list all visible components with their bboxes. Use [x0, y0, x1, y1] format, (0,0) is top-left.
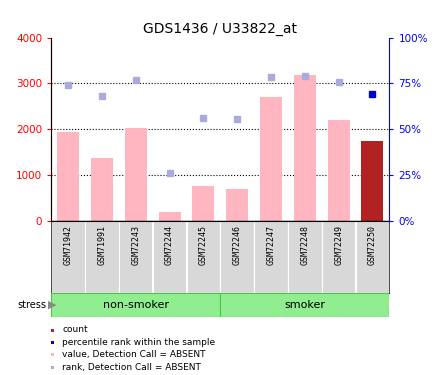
Text: GSM72249: GSM72249: [334, 225, 343, 265]
Bar: [288, 221, 322, 292]
Bar: [328, 120, 350, 221]
Text: percentile rank within the sample: percentile rank within the sample: [62, 338, 215, 347]
Text: rank, Detection Call = ABSENT: rank, Detection Call = ABSENT: [62, 363, 201, 372]
Bar: [57, 132, 79, 221]
Text: GSM72246: GSM72246: [233, 225, 242, 265]
Title: GDS1436 / U33822_at: GDS1436 / U33822_at: [143, 22, 297, 36]
Bar: [254, 221, 288, 292]
Text: GSM72247: GSM72247: [267, 225, 275, 265]
Bar: [356, 221, 389, 292]
Text: GSM72243: GSM72243: [131, 225, 140, 265]
Bar: [220, 221, 254, 292]
Bar: [186, 221, 220, 292]
Bar: [192, 186, 214, 221]
Text: ▶: ▶: [48, 300, 56, 310]
Text: smoker: smoker: [284, 300, 325, 310]
Bar: [119, 221, 153, 292]
Bar: [226, 189, 248, 221]
Bar: [294, 75, 316, 221]
Text: stress: stress: [18, 300, 47, 310]
Bar: [125, 129, 147, 221]
Text: GSM72245: GSM72245: [199, 225, 208, 265]
Text: non-smoker: non-smoker: [103, 300, 169, 310]
Bar: [91, 158, 113, 221]
Bar: [260, 97, 282, 221]
Text: count: count: [62, 326, 88, 334]
Text: GSM72250: GSM72250: [368, 225, 377, 265]
Bar: [361, 141, 384, 221]
Bar: [322, 221, 356, 292]
Text: GSM71991: GSM71991: [97, 225, 106, 265]
Bar: [153, 221, 186, 292]
Bar: [220, 292, 389, 317]
Bar: [85, 221, 119, 292]
Bar: [51, 221, 85, 292]
Text: GSM72244: GSM72244: [165, 225, 174, 265]
Text: value, Detection Call = ABSENT: value, Detection Call = ABSENT: [62, 350, 206, 359]
Text: GSM71942: GSM71942: [64, 225, 73, 265]
Bar: [51, 292, 220, 317]
Bar: [158, 212, 181, 221]
Text: GSM72248: GSM72248: [300, 225, 309, 265]
